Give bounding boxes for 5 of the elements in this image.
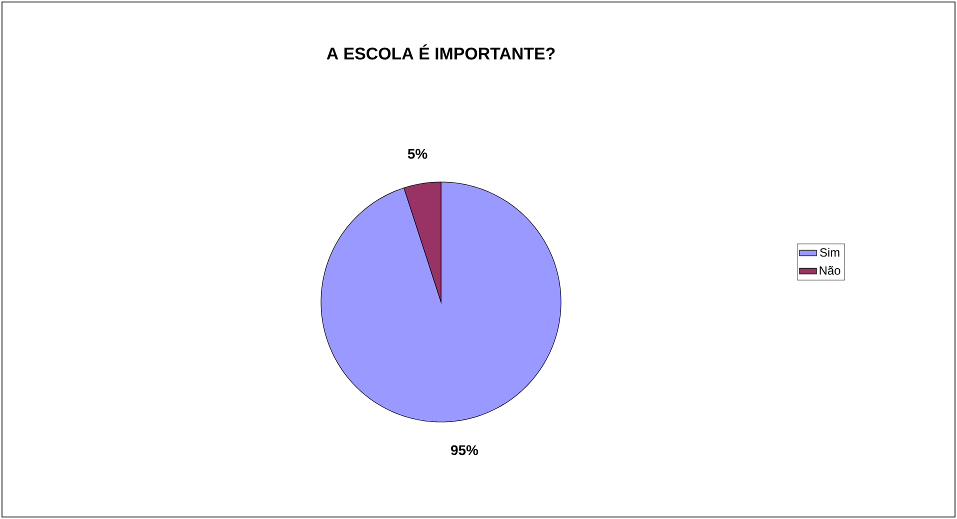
legend-label: Não bbox=[820, 266, 840, 275]
data-label: 5% bbox=[408, 148, 428, 159]
legend-label: Sim bbox=[820, 248, 840, 257]
data-label: 95% bbox=[451, 445, 478, 456]
chart-title: A ESCOLA É IMPORTANTE? bbox=[326, 44, 555, 60]
